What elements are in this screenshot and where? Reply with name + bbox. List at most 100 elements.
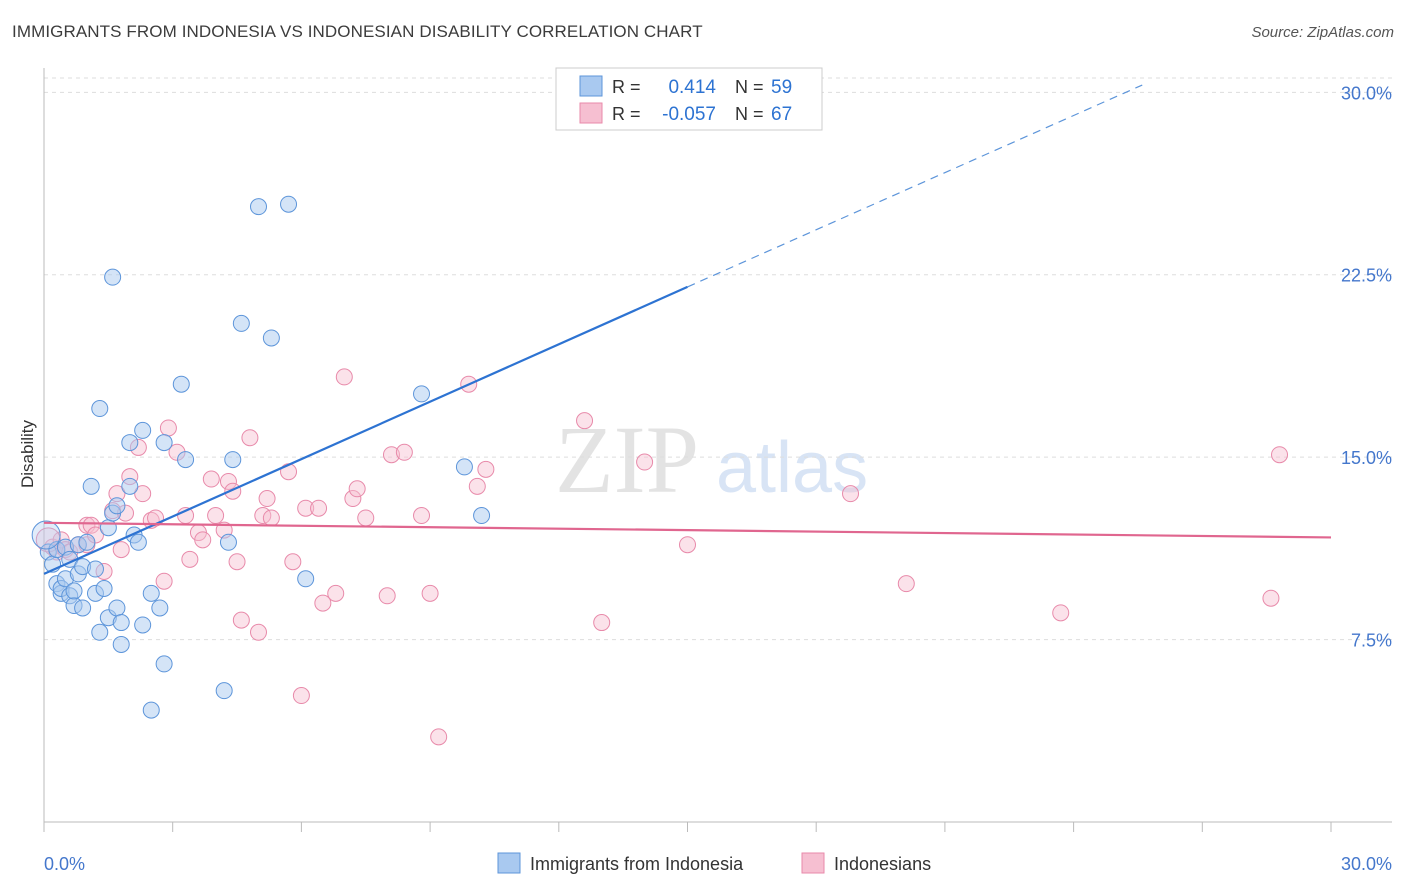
legend-n-value-2: 67 (771, 104, 792, 125)
immigrants-point (95, 580, 113, 598)
indonesians-point (327, 584, 345, 602)
correlation-legend: R = 0.414 N = 59 R = -0.057 N = 67 (555, 67, 823, 131)
immigrants-trend-line (43, 285, 688, 575)
indonesians-point (78, 516, 96, 534)
indonesians-point (1271, 446, 1289, 464)
immigrants-points (31, 195, 491, 719)
axis-layer (43, 68, 1392, 832)
source-label: Source: ZipAtlas.com (1251, 24, 1394, 41)
indonesians-point (1262, 589, 1280, 607)
legend-r-value-2: -0.057 (662, 104, 716, 125)
indonesians-point (378, 587, 396, 605)
watermark-zip: ZIP (555, 406, 699, 513)
immigrants-point (104, 268, 122, 286)
immigrants-point (134, 421, 152, 439)
immigrants-point (280, 195, 298, 213)
indonesians-point (636, 453, 654, 471)
indonesians-point (258, 490, 276, 508)
immigrants-point (91, 400, 109, 418)
grid-layer (44, 77, 1392, 641)
legend-n-value-1: 59 (771, 77, 792, 98)
immigrants-point (91, 623, 109, 641)
indonesians-point (250, 623, 267, 641)
immigrants-point (142, 701, 160, 719)
indonesians-point (159, 419, 177, 437)
indonesians-point (335, 368, 353, 386)
immigrants-point (224, 451, 242, 469)
immigrants-point (74, 599, 92, 617)
series-legend-swatch-pink (801, 852, 825, 874)
immigrants-point (219, 533, 237, 551)
chart-title: IMMIGRANTS FROM INDONESIA VS INDONESIAN … (12, 22, 703, 41)
indonesians-point (284, 553, 302, 571)
immigrants-point (99, 519, 117, 537)
legend-r-value-1: 0.414 (668, 77, 716, 98)
indonesians-point (202, 470, 220, 488)
immigrants-point (65, 582, 83, 600)
indonesians-point (207, 507, 225, 525)
trend-layer (43, 84, 1332, 575)
immigrants-point (86, 560, 104, 578)
indonesians-point (430, 728, 448, 746)
indonesians-point (477, 460, 495, 478)
immigrants-point (232, 314, 250, 332)
indonesians-point (897, 575, 915, 593)
indonesians-point (297, 499, 315, 517)
indonesians-point (679, 536, 696, 554)
tick-layer: 7.5% 15.0% 22.5% 30.0% 0.0% 30.0% (44, 83, 1392, 874)
immigrants-point (155, 434, 173, 452)
legend-r-label-1: R = (612, 77, 641, 97)
indonesians-trend-line (43, 521, 1332, 539)
indonesians-point (112, 541, 130, 559)
legend-swatch-pink (579, 102, 603, 124)
immigrants-point (121, 477, 139, 495)
indonesians-point (842, 485, 860, 503)
indonesians-point (413, 507, 431, 525)
immigrants-point (112, 614, 130, 632)
indonesians-point (228, 553, 246, 571)
indonesians-point (382, 446, 400, 464)
immigrants-point (82, 477, 100, 495)
indonesians-point (181, 550, 199, 568)
indonesians-point (344, 490, 362, 508)
immigrants-point (142, 584, 160, 602)
immigrants-point (473, 507, 491, 525)
immigrants-point (134, 616, 152, 634)
indonesians-point (314, 594, 332, 612)
indonesians-point (357, 509, 375, 527)
immigrants-point (215, 682, 233, 700)
y-tick-label: 22.5% (1341, 266, 1392, 286)
immigrants-point (112, 635, 130, 653)
immigrants-point (31, 520, 61, 550)
immigrants-point (250, 198, 267, 216)
legend-r-label-2: R = (612, 104, 641, 124)
immigrants-point (78, 533, 96, 551)
immigrants-point (155, 655, 173, 673)
immigrants-point (455, 458, 473, 476)
legend-swatch-blue (579, 75, 603, 97)
series-legend-label-blue: Immigrants from Indonesia (530, 854, 744, 874)
indonesians-point (241, 429, 259, 447)
legend-n-label-1: N = (735, 77, 764, 97)
indonesians-point (468, 477, 486, 495)
y-tick-label: 7.5% (1351, 631, 1392, 651)
indonesians-point (262, 509, 280, 527)
immigrants-point (121, 434, 139, 452)
series-legend-label-pink: Indonesians (834, 854, 931, 874)
y-tick-label: 30.0% (1341, 83, 1392, 103)
immigrants-point (172, 375, 190, 393)
indonesians-point (576, 412, 594, 430)
immigrants-point (177, 451, 195, 469)
immigrants-point (413, 385, 431, 403)
series-legend: Immigrants from Indonesia Indonesians (497, 852, 931, 874)
indonesians-point (395, 443, 413, 461)
indonesians-point (292, 687, 310, 705)
series-legend-swatch-blue (497, 852, 521, 874)
immigrants-point (108, 497, 126, 515)
legend-n-label-2: N = (735, 104, 764, 124)
immigrants-point (262, 329, 280, 347)
indonesians-point (134, 485, 152, 503)
indonesians-point (348, 480, 366, 498)
indonesians-point (82, 516, 100, 534)
